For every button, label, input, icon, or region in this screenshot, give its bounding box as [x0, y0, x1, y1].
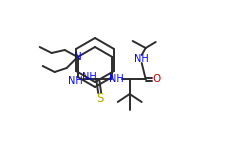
- Text: N: N: [74, 52, 82, 62]
- Text: NH: NH: [82, 72, 97, 82]
- Text: S: S: [96, 92, 103, 105]
- Text: O: O: [152, 74, 161, 84]
- Text: NH: NH: [109, 74, 124, 84]
- Text: NH: NH: [134, 54, 149, 64]
- Text: NH: NH: [68, 76, 83, 86]
